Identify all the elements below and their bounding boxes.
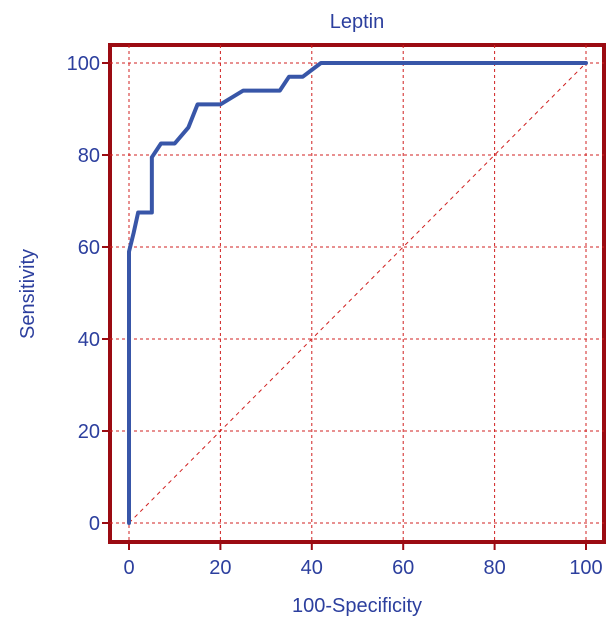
x-axis-tick-label: 80 <box>483 557 505 579</box>
axis-ticks: 0 20 40 60 80 100 0 20 40 60 80 100 <box>67 53 603 579</box>
y-axis-tick-label: 100 <box>67 53 100 75</box>
x-axis-tick-label: 40 <box>301 557 323 579</box>
x-axis-tick-label: 100 <box>569 557 602 579</box>
x-axis-tick-label: 60 <box>392 557 414 579</box>
plot-frame <box>108 43 606 544</box>
roc-data-point <box>279 89 281 91</box>
roc-data-point <box>265 89 267 91</box>
chart-title: Leptin <box>330 11 385 33</box>
roc-data-point <box>151 211 153 213</box>
x-axis-tick-label: 20 <box>209 557 231 579</box>
roc-data-point <box>219 103 221 105</box>
roc-data-point <box>128 250 130 252</box>
roc-data-point <box>146 211 148 213</box>
y-axis-tick-label: 0 <box>89 513 100 535</box>
roc-data-point <box>137 211 139 213</box>
x-axis-tick-label: 0 <box>123 557 134 579</box>
roc-data-point <box>301 76 303 78</box>
roc-data-point <box>196 103 198 105</box>
y-axis-tick-label: 60 <box>78 237 100 259</box>
roc-data-point <box>151 156 153 158</box>
roc-data-point <box>320 62 322 64</box>
chart-layer: 0 20 40 60 80 100 0 20 40 60 80 100 <box>67 45 604 579</box>
roc-data-point <box>128 522 130 524</box>
roc-curve-line <box>127 61 588 525</box>
grid-lines <box>110 45 604 542</box>
roc-data-point <box>160 142 162 144</box>
roc-data-point <box>288 76 290 78</box>
y-axis-tick-label: 20 <box>78 421 100 443</box>
roc-data-point <box>242 89 244 91</box>
roc-data-point <box>187 126 189 128</box>
roc-data-point <box>585 62 587 64</box>
y-axis-tick-label: 40 <box>78 329 100 351</box>
roc-data-point <box>132 232 134 234</box>
reference-diagonal-line <box>128 62 587 524</box>
roc-data-point <box>174 142 176 144</box>
y-axis-label: Sensitivity <box>17 249 39 339</box>
y-axis-tick-label: 80 <box>78 145 100 167</box>
x-axis-label: 100-Specificity <box>292 595 422 617</box>
